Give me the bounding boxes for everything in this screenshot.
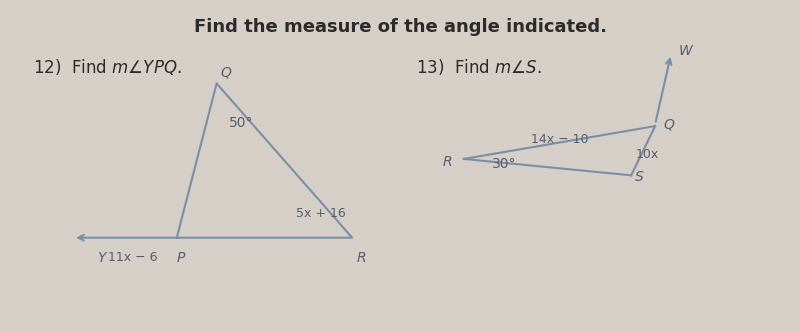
Text: Q: Q (221, 66, 231, 79)
Text: R: R (442, 155, 452, 169)
Text: S: S (635, 169, 644, 184)
Text: R: R (356, 251, 366, 265)
Text: 30°: 30° (492, 157, 516, 171)
Text: 50°: 50° (229, 116, 253, 130)
Text: Q: Q (663, 118, 674, 131)
Text: P: P (177, 251, 185, 265)
Text: 11x − 6: 11x − 6 (108, 251, 158, 264)
Text: Find the measure of the angle indicated.: Find the measure of the angle indicated. (194, 18, 606, 36)
Text: Y: Y (97, 251, 106, 265)
Text: 13)  Find $m\angle S$.: 13) Find $m\angle S$. (416, 57, 542, 77)
Text: 10x: 10x (635, 148, 658, 161)
Text: 5x + 16: 5x + 16 (296, 207, 346, 219)
Text: 14x − 10: 14x − 10 (530, 133, 588, 146)
Text: W: W (679, 44, 693, 58)
Text: 12)  Find $m\angle YPQ$.: 12) Find $m\angle YPQ$. (34, 57, 182, 77)
